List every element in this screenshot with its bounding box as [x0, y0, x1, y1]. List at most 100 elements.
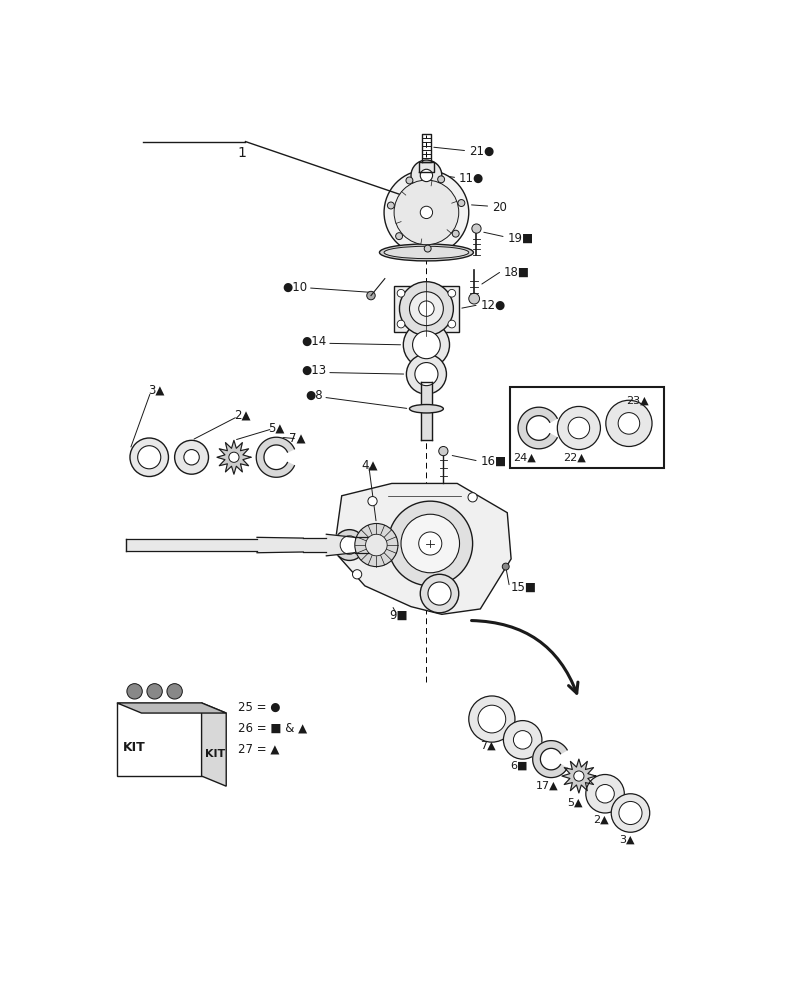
- Circle shape: [568, 417, 590, 439]
- Circle shape: [595, 785, 614, 803]
- Circle shape: [448, 320, 456, 328]
- Text: 27 = ▲: 27 = ▲: [238, 743, 279, 756]
- Text: 2▲: 2▲: [234, 409, 250, 422]
- Circle shape: [420, 206, 432, 219]
- Text: 12●: 12●: [480, 299, 506, 312]
- Ellipse shape: [410, 405, 444, 413]
- Circle shape: [394, 180, 459, 245]
- Circle shape: [448, 289, 456, 297]
- Bar: [117, 703, 201, 776]
- Circle shape: [167, 684, 183, 699]
- Text: 4▲: 4▲: [361, 458, 377, 471]
- Text: 3▲: 3▲: [148, 383, 164, 396]
- Circle shape: [175, 440, 208, 474]
- Circle shape: [472, 224, 481, 233]
- Text: 18■: 18■: [503, 266, 529, 279]
- Text: 19■: 19■: [507, 232, 533, 245]
- Text: 7▲: 7▲: [289, 432, 306, 445]
- Circle shape: [469, 696, 515, 742]
- Circle shape: [387, 202, 394, 209]
- Circle shape: [355, 523, 398, 567]
- Polygon shape: [326, 534, 355, 556]
- Circle shape: [558, 406, 600, 450]
- Circle shape: [365, 534, 387, 556]
- Circle shape: [619, 801, 642, 825]
- Circle shape: [469, 293, 480, 304]
- Circle shape: [352, 570, 362, 579]
- Circle shape: [406, 354, 447, 394]
- Circle shape: [419, 532, 442, 555]
- Polygon shape: [201, 703, 226, 786]
- Circle shape: [398, 320, 405, 328]
- Circle shape: [439, 446, 448, 456]
- Polygon shape: [217, 440, 250, 474]
- Polygon shape: [334, 483, 511, 614]
- Circle shape: [438, 176, 444, 183]
- Polygon shape: [355, 537, 376, 553]
- Circle shape: [398, 289, 405, 297]
- Circle shape: [420, 169, 432, 182]
- Text: ●8: ●8: [305, 389, 322, 402]
- Circle shape: [130, 438, 169, 477]
- Circle shape: [586, 774, 625, 813]
- Text: 3▲: 3▲: [619, 834, 634, 844]
- Text: 1: 1: [238, 146, 246, 160]
- Bar: [393, 286, 459, 332]
- Text: KIT: KIT: [204, 749, 225, 759]
- Circle shape: [424, 245, 431, 252]
- Circle shape: [428, 582, 451, 605]
- Circle shape: [513, 731, 532, 749]
- Circle shape: [478, 705, 506, 733]
- Circle shape: [399, 282, 453, 336]
- Text: 16■: 16■: [480, 455, 507, 468]
- Polygon shape: [532, 741, 567, 778]
- Circle shape: [367, 291, 375, 300]
- Polygon shape: [518, 407, 558, 449]
- Polygon shape: [257, 537, 303, 553]
- Circle shape: [403, 322, 449, 368]
- Circle shape: [340, 536, 359, 554]
- Text: 11●: 11●: [459, 172, 484, 185]
- Text: ●10: ●10: [282, 281, 307, 294]
- Text: 5▲: 5▲: [567, 797, 583, 807]
- Circle shape: [184, 450, 200, 465]
- Circle shape: [503, 721, 542, 759]
- Text: 2▲: 2▲: [593, 815, 609, 825]
- Circle shape: [147, 684, 162, 699]
- Circle shape: [137, 446, 161, 469]
- Circle shape: [606, 400, 652, 446]
- Circle shape: [419, 301, 434, 316]
- Circle shape: [468, 493, 478, 502]
- Text: KIT: KIT: [123, 741, 145, 754]
- Text: 15■: 15■: [511, 581, 537, 594]
- Circle shape: [413, 331, 440, 359]
- Text: 20: 20: [492, 201, 507, 214]
- Bar: [510, 387, 663, 468]
- Circle shape: [458, 200, 465, 206]
- Ellipse shape: [380, 244, 473, 261]
- Circle shape: [452, 230, 459, 237]
- Circle shape: [384, 170, 469, 255]
- Circle shape: [127, 684, 142, 699]
- Circle shape: [229, 452, 239, 462]
- Text: 7▲: 7▲: [480, 740, 496, 750]
- Text: 21●: 21●: [469, 145, 494, 158]
- Circle shape: [411, 160, 442, 191]
- FancyArrowPatch shape: [472, 621, 578, 693]
- Text: 23▲: 23▲: [627, 396, 650, 406]
- Text: ●13: ●13: [301, 364, 326, 377]
- Circle shape: [334, 530, 365, 560]
- Circle shape: [406, 177, 413, 184]
- Circle shape: [503, 563, 509, 570]
- Ellipse shape: [384, 246, 469, 259]
- Circle shape: [410, 292, 444, 326]
- Text: 5▲: 5▲: [268, 421, 285, 434]
- Text: ●14: ●14: [301, 335, 326, 348]
- Circle shape: [611, 794, 650, 832]
- Circle shape: [415, 363, 438, 386]
- Text: 26 = ■ & ▲: 26 = ■ & ▲: [238, 721, 307, 734]
- Circle shape: [396, 233, 402, 240]
- Polygon shape: [303, 538, 326, 552]
- Polygon shape: [562, 759, 595, 793]
- Polygon shape: [256, 437, 294, 477]
